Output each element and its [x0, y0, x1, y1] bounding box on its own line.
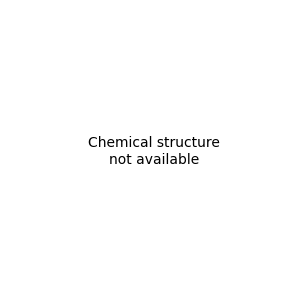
Text: Chemical structure
not available: Chemical structure not available: [88, 136, 220, 166]
